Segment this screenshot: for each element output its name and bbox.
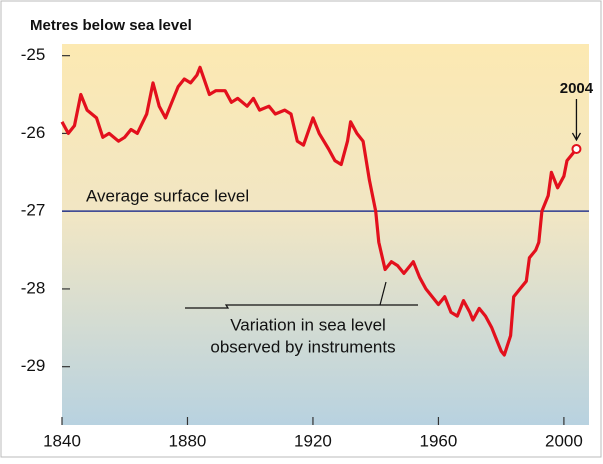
leader-line — [185, 304, 418, 309]
y-tick-label: -28 — [21, 278, 46, 297]
y-tick-label: -27 — [21, 201, 46, 220]
annotation: Variation in sea level — [230, 315, 386, 334]
x-tick-label: 2000 — [545, 431, 583, 450]
end-arrow — [571, 98, 582, 142]
x-tick-label: 1840 — [43, 431, 81, 450]
reference-label: Average surface level — [86, 186, 249, 205]
x-tick-label: 1960 — [420, 431, 458, 450]
annotation: observed by instruments — [210, 337, 395, 356]
plot-area — [62, 44, 589, 425]
x-tick-label: 1920 — [294, 431, 332, 450]
x-tick-label: 1880 — [169, 431, 207, 450]
y-tick-label: -29 — [21, 356, 46, 375]
y-tick-label: -26 — [21, 123, 46, 142]
end-point — [571, 143, 582, 154]
leader-line — [379, 281, 387, 306]
axis-title: Metres below sea level — [30, 17, 192, 34]
end-label: 2004 — [560, 80, 594, 97]
y-tick-label: -25 — [21, 45, 46, 64]
data-line — [60, 65, 578, 357]
